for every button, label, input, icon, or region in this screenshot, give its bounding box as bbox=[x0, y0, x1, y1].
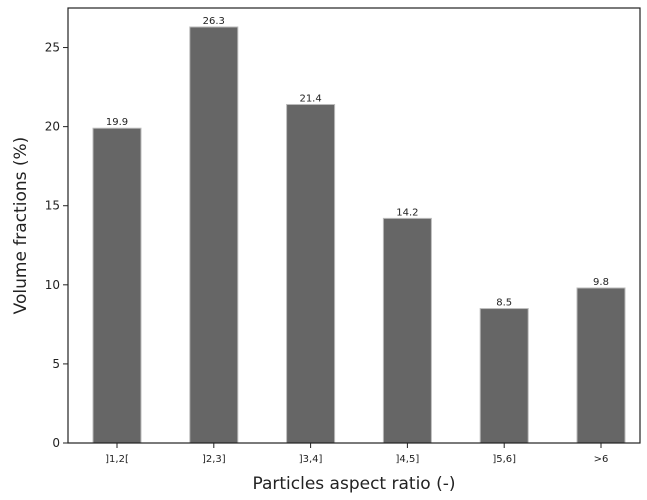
bar-value-labels: 19.9 26.3 21.4 14.2 8.5 9.8 bbox=[106, 16, 609, 309]
bar bbox=[189, 26, 239, 444]
x-tick-label: ]2,3] bbox=[202, 454, 226, 465]
bar bbox=[92, 127, 142, 444]
bar bbox=[286, 103, 336, 444]
bar-value-label: 14.2 bbox=[396, 207, 418, 218]
y-axis-ticks: 0 5 10 15 20 25 bbox=[45, 41, 68, 450]
bar bbox=[576, 287, 626, 444]
bar-value-label: 9.8 bbox=[593, 277, 609, 288]
bar bbox=[479, 308, 529, 444]
x-tick-label: ]3,4] bbox=[299, 454, 323, 465]
plot-frame bbox=[67, 7, 641, 444]
x-tick-label: ]4,5] bbox=[396, 454, 420, 465]
y-tick-label: 10 bbox=[45, 278, 60, 292]
y-tick-label: 20 bbox=[45, 120, 60, 134]
y-axis-label: Volume fractions (%) bbox=[11, 137, 31, 315]
bar bbox=[382, 217, 432, 444]
bars-group bbox=[92, 26, 626, 444]
y-tick-label: 15 bbox=[45, 199, 60, 213]
bar-value-label: 26.3 bbox=[203, 16, 225, 27]
bar-value-label: 19.9 bbox=[106, 117, 128, 128]
bar-value-label: 8.5 bbox=[496, 298, 512, 309]
x-axis-ticks: ]1,2[ ]2,3] ]3,4] ]4,5] ]5,6] >6 bbox=[105, 443, 608, 465]
x-tick-label: ]5,6] bbox=[492, 454, 516, 465]
x-tick-label: ]1,2[ bbox=[105, 454, 129, 465]
y-tick-label: 0 bbox=[52, 436, 60, 450]
x-tick-label: >6 bbox=[594, 454, 609, 465]
x-axis-label: Particles aspect ratio (-) bbox=[252, 474, 455, 494]
y-tick-label: 25 bbox=[45, 41, 60, 55]
y-tick-label: 5 bbox=[52, 357, 60, 371]
bar-value-label: 21.4 bbox=[299, 93, 321, 104]
